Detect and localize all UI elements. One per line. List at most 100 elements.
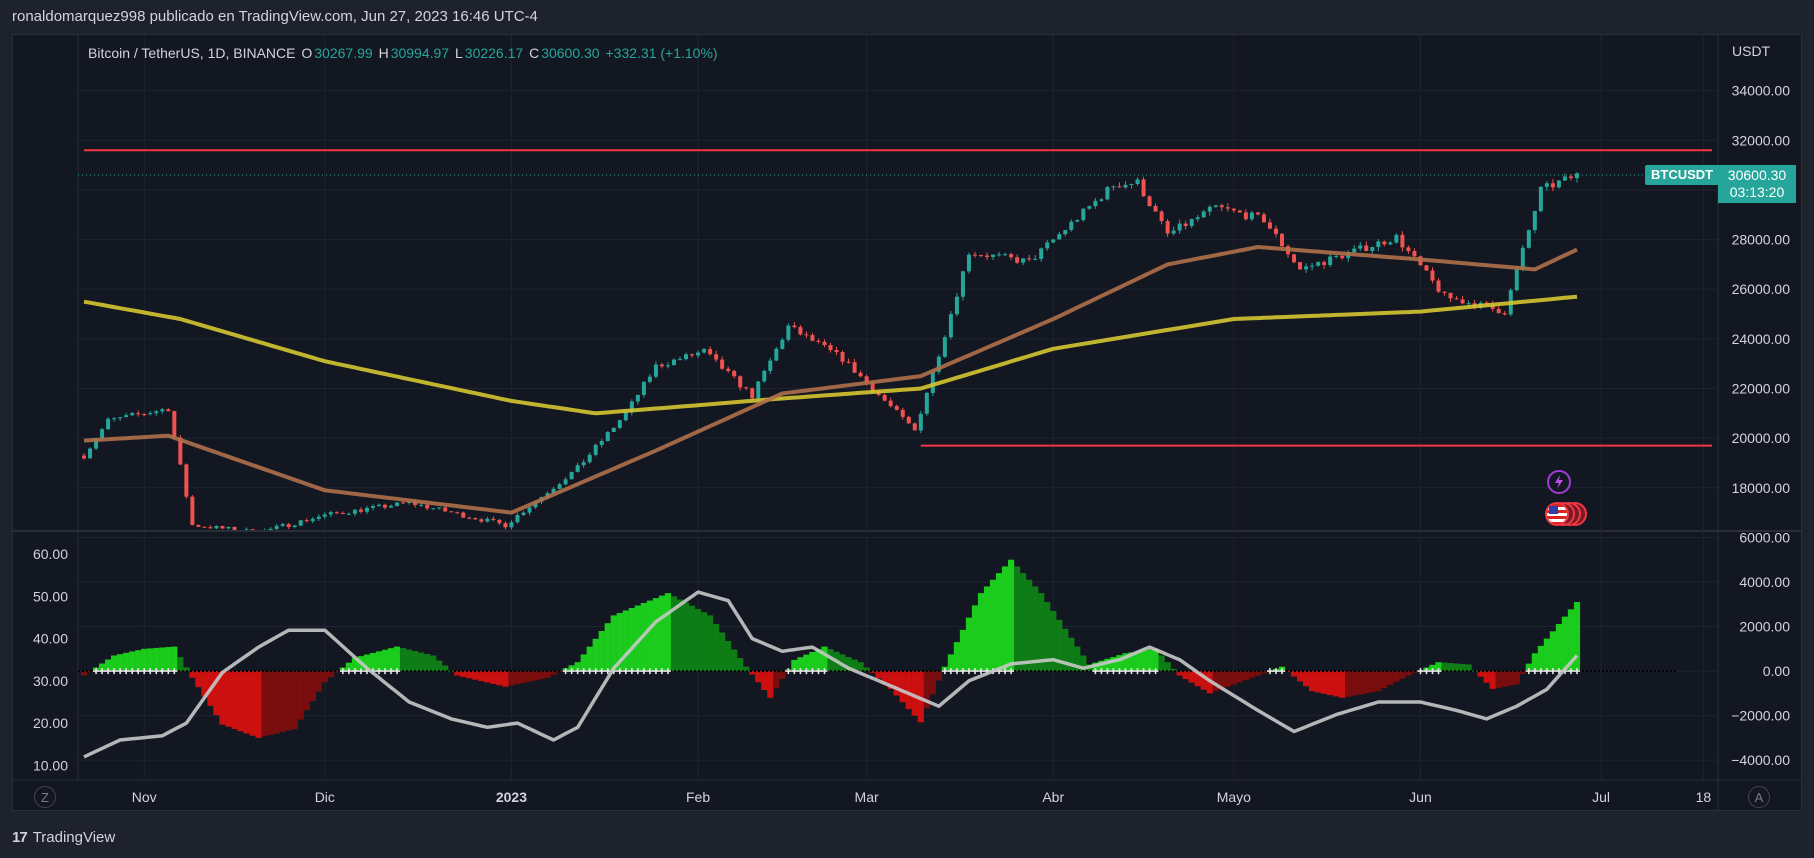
- signal-cross: [809, 668, 816, 675]
- candle-body: [1400, 234, 1405, 248]
- histogram-bar: [544, 671, 551, 678]
- candle-body: [792, 325, 797, 328]
- signal-cross: [592, 668, 599, 675]
- histogram-bar: [430, 655, 437, 672]
- histogram-bar: [375, 651, 383, 672]
- candle-body: [1424, 265, 1429, 271]
- candle-body: [834, 350, 839, 353]
- histogram-bar: [297, 671, 304, 720]
- histogram-bar: [1447, 663, 1454, 672]
- footer: 17 TradingView: [12, 826, 115, 848]
- signal-cross: [947, 668, 954, 675]
- candle-body: [160, 409, 165, 412]
- legend-close-value: 30600.30: [541, 45, 600, 61]
- histogram-bar: [105, 659, 112, 672]
- lightning-event-icon[interactable]: [1547, 470, 1571, 494]
- histogram-bar: [1164, 662, 1171, 672]
- histogram-bar: [1176, 671, 1183, 676]
- candle-body: [527, 507, 532, 513]
- histogram-bar: [809, 651, 816, 672]
- candle-body: [762, 370, 767, 382]
- histogram-bar: [1230, 671, 1237, 685]
- histogram-bar: [977, 593, 985, 672]
- candle-body: [1141, 179, 1146, 197]
- histogram-bar: [899, 671, 906, 703]
- candle-body: [322, 514, 327, 517]
- histogram-bar: [1453, 663, 1460, 672]
- candle-body: [467, 517, 472, 519]
- histogram-bar: [1014, 566, 1021, 672]
- signal-cross: [797, 668, 804, 675]
- histogram-bar: [983, 586, 991, 672]
- histogram-bar: [1549, 631, 1556, 672]
- histogram-bar: [1182, 671, 1189, 680]
- histogram-bar: [412, 651, 419, 672]
- candle-body: [1099, 199, 1104, 201]
- candle-body: [202, 526, 207, 528]
- legend-low-value: 30226.17: [464, 45, 524, 61]
- footer-brand[interactable]: TradingView: [32, 828, 116, 846]
- legend-symbol[interactable]: Bitcoin / TetherUS, 1D, BINANCE: [88, 45, 296, 61]
- histogram-bar: [261, 671, 268, 737]
- histogram-bar: [159, 647, 166, 672]
- candle-body: [226, 526, 231, 529]
- candle-body: [1304, 266, 1309, 270]
- candle-body: [828, 345, 833, 351]
- candle-body: [1183, 223, 1188, 227]
- histogram-bar: [315, 671, 322, 692]
- candle-body: [979, 255, 983, 257]
- histogram-bar: [369, 652, 377, 672]
- candle-body: [473, 518, 478, 520]
- signal-cross: [165, 668, 172, 675]
- histogram-bar: [225, 671, 232, 727]
- histogram-bar: [929, 671, 936, 695]
- price-tick-label: 18000.00: [1732, 480, 1791, 496]
- histogram-bar: [815, 649, 822, 672]
- candle-body: [1087, 206, 1092, 209]
- histogram-bar: [959, 629, 967, 672]
- candle-body: [455, 512, 460, 514]
- zoom-button[interactable]: Z: [34, 786, 56, 808]
- histogram-bar: [1501, 671, 1508, 687]
- histogram-bar: [1116, 655, 1123, 672]
- histogram-bar: [1050, 610, 1057, 672]
- osc-left-tick-label: 30.00: [33, 673, 68, 689]
- signal-cross: [652, 668, 659, 675]
- candle-body: [310, 518, 315, 522]
- signal-cross: [1567, 668, 1574, 675]
- candle-body: [250, 529, 255, 530]
- candle-body: [1394, 234, 1399, 243]
- histogram-bar: [381, 649, 389, 672]
- candle-body: [1207, 206, 1212, 212]
- candle-body: [852, 362, 857, 373]
- histogram-bar: [1405, 671, 1412, 676]
- us-flag-icon: [1545, 502, 1569, 526]
- histogram-bar: [309, 671, 316, 701]
- candle-body: [900, 409, 905, 417]
- candle-body: [358, 509, 363, 512]
- candle-body: [948, 314, 953, 338]
- histogram-bar: [1254, 671, 1262, 676]
- candle-body: [1021, 258, 1026, 263]
- histogram-bar: [821, 646, 828, 672]
- histogram-bar: [1188, 671, 1195, 683]
- economic-events-group[interactable]: [1545, 502, 1593, 526]
- candle-body: [1003, 254, 1008, 256]
- signal-cross: [1128, 668, 1135, 675]
- histogram-bar: [496, 671, 503, 686]
- histogram-bar: [1044, 602, 1051, 672]
- candle-body: [599, 441, 604, 445]
- histogram-bar: [1309, 671, 1316, 692]
- legend-high-label: H: [378, 45, 389, 61]
- histogram-bar: [803, 654, 810, 672]
- auto-scale-button[interactable]: A: [1748, 786, 1770, 808]
- histogram-bar: [189, 671, 196, 678]
- histogram-bar: [737, 658, 744, 672]
- candle-body: [389, 505, 394, 508]
- tradingview-logo-icon[interactable]: 17: [12, 828, 28, 846]
- candle-body: [136, 413, 141, 415]
- candle-body: [1015, 257, 1020, 263]
- histogram-bar: [117, 654, 124, 672]
- histogram-bar: [333, 671, 340, 673]
